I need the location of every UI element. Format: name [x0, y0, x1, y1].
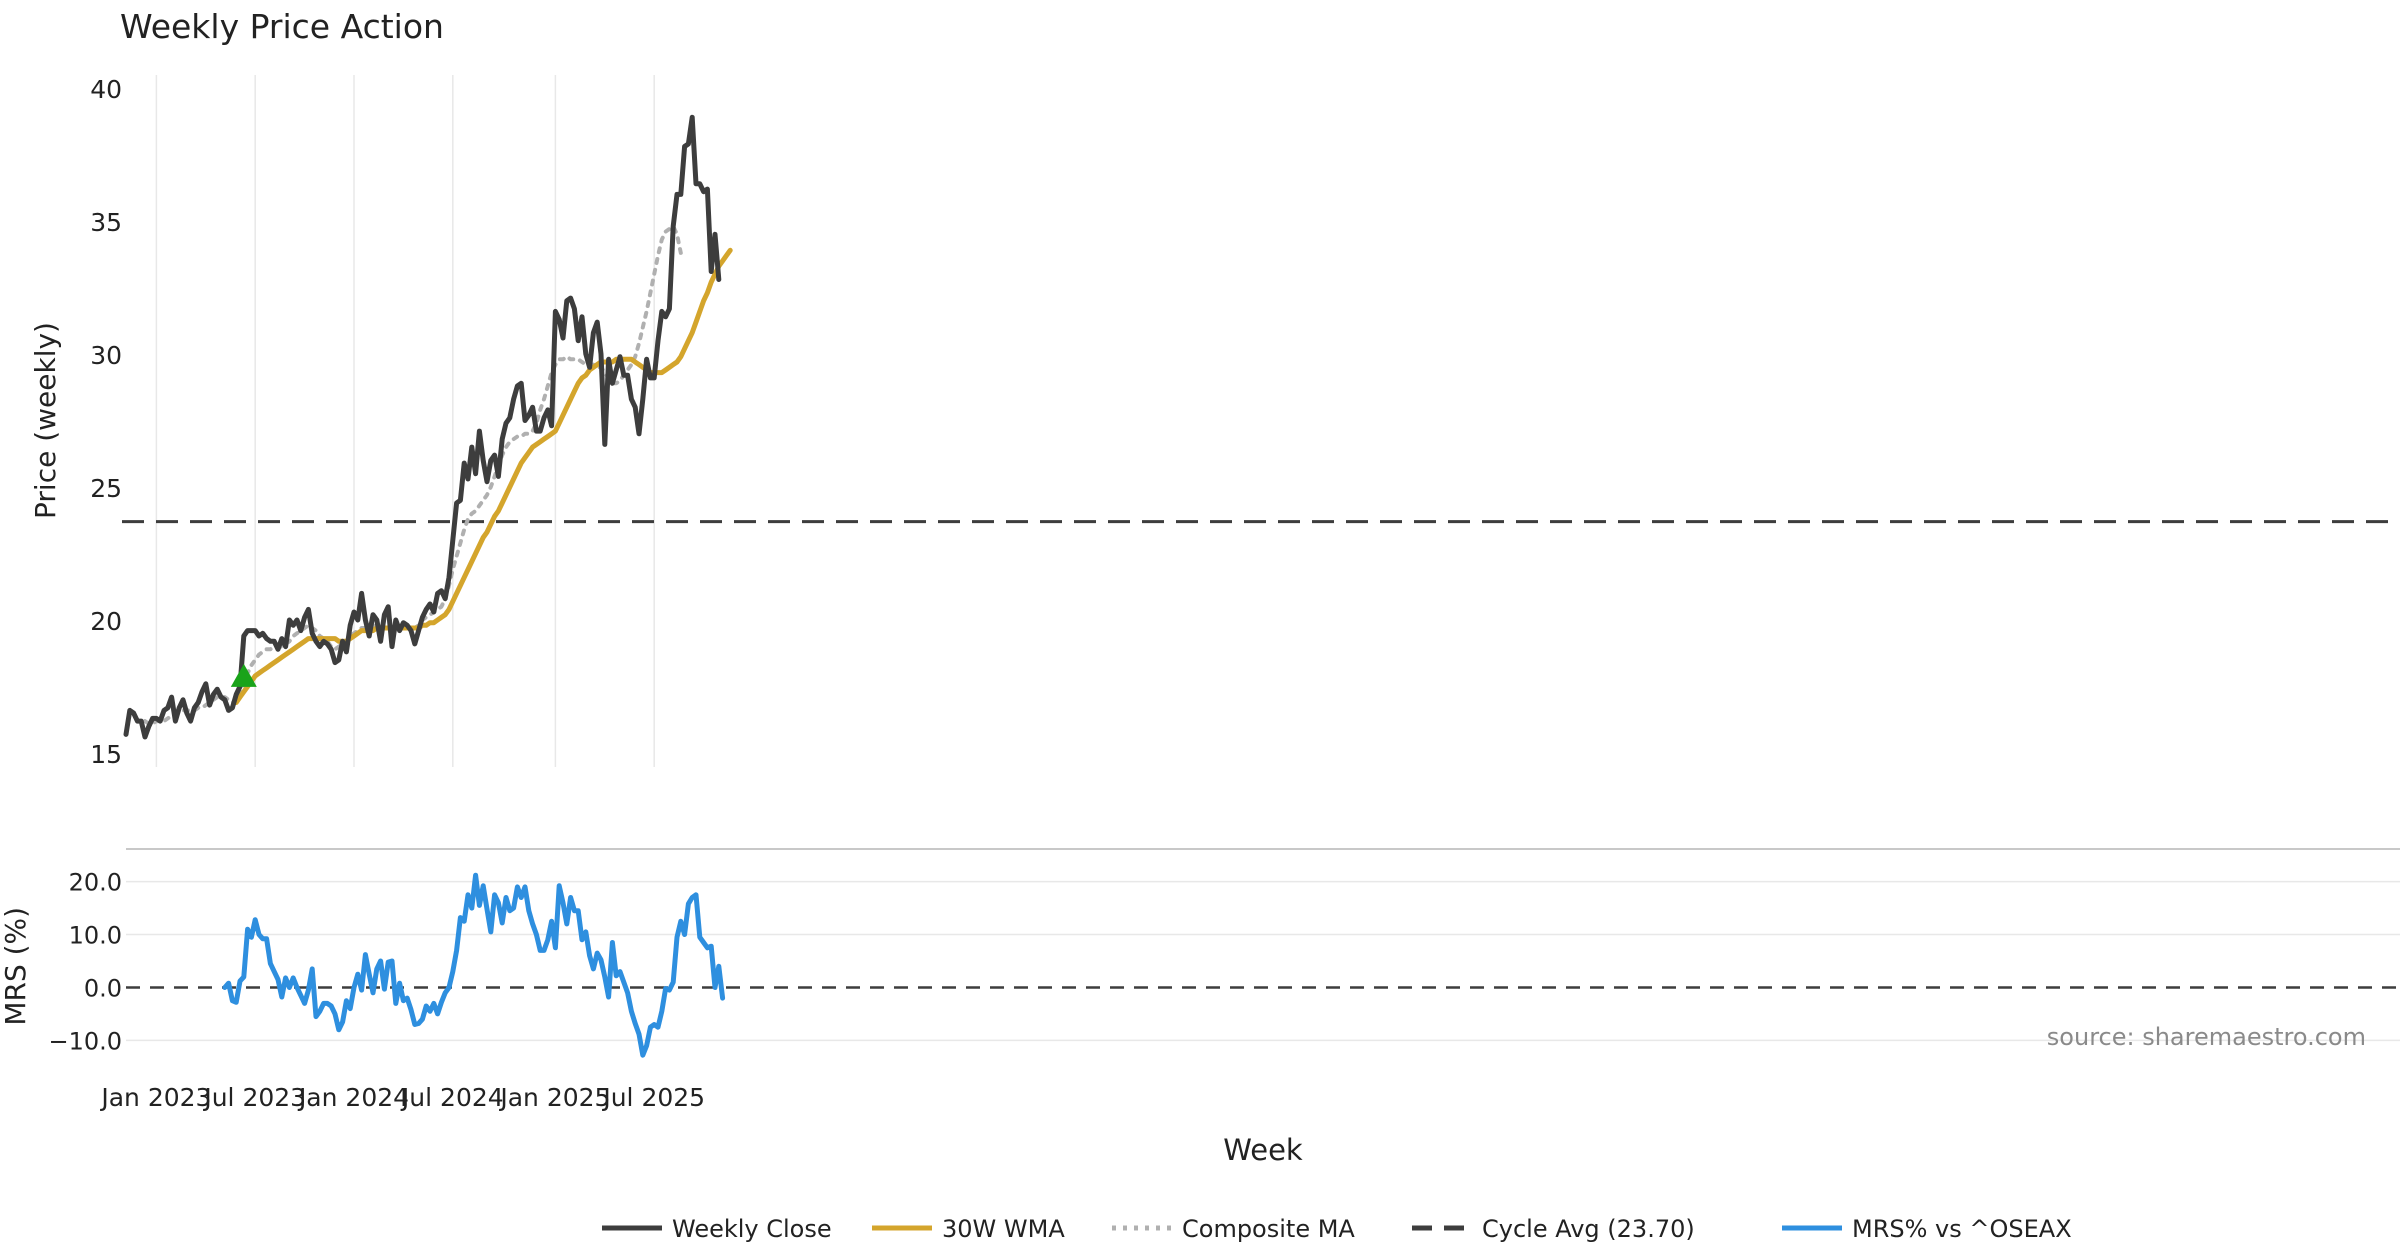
- price-series: [123, 114, 733, 740]
- mrs-panel: 20.0 10.0 0.0 −10.0 MRS (%) source: sharema…: [0, 848, 2400, 1058]
- mrs-series: [222, 872, 726, 1058]
- source-watermark: source: sharemaestro.com: [2047, 1023, 2366, 1051]
- series-weekly-close: [123, 114, 722, 740]
- buy-signal-marker[interactable]: [230, 663, 257, 687]
- price-panel: 15 20 25 30 35 40 Weekly Price Action Price (…: [29, 7, 2400, 769]
- mrs-ytick-label: 10.0: [69, 922, 122, 950]
- legend-entry[interactable]: 30W WMA: [872, 1215, 1065, 1243]
- price-ytick-label: 25: [90, 474, 122, 503]
- chart-title: Weekly Price Action: [120, 7, 444, 46]
- legend-entry[interactable]: Composite MA: [1112, 1215, 1355, 1243]
- price-ytick-label: 35: [90, 208, 122, 237]
- price-ytick-label: 40: [90, 75, 122, 104]
- legend-label: Composite MA: [1182, 1215, 1355, 1243]
- mrs-ytick-label: −10.0: [48, 1027, 122, 1055]
- price-gridlines: [155, 75, 655, 767]
- price-ytick-label: 15: [90, 740, 122, 769]
- legend-entry[interactable]: MRS% vs ^OSEAX: [1782, 1215, 2072, 1243]
- price-y-axis-label: Price (weekly): [29, 322, 62, 519]
- series-composite-ma: [143, 224, 683, 726]
- price-y-ticks: 15 20 25 30 35 40: [90, 75, 122, 769]
- xtick-label: Jan 2024: [297, 1083, 409, 1112]
- mrs-y-axis-label: MRS (%): [0, 907, 32, 1026]
- legend-label: Cycle Avg (23.70): [1482, 1215, 1695, 1243]
- x-axis-label: Week: [1223, 1133, 1303, 1167]
- xtick-label: Jan 2023: [99, 1083, 211, 1112]
- mrs-ytick-label: 20.0: [69, 869, 122, 897]
- legend-label: 30W WMA: [942, 1215, 1065, 1243]
- xtick-label: Jan 2025: [498, 1083, 610, 1112]
- legend-label: Weekly Close: [672, 1215, 832, 1243]
- legend-label: MRS% vs ^OSEAX: [1852, 1215, 2072, 1243]
- mrs-gridlines: [126, 880, 2400, 1042]
- xtick-label: Jul 2025: [601, 1083, 705, 1112]
- mrs-y-ticks: 20.0 10.0 0.0 −10.0: [48, 869, 122, 1056]
- legend-entry[interactable]: Cycle Avg (23.70): [1412, 1215, 1695, 1243]
- series-mrs-vs-oseax: [222, 872, 726, 1058]
- xtick-label: Jul 2023: [202, 1083, 306, 1112]
- price-ytick-label: 30: [90, 341, 122, 370]
- price-ytick-label: 20: [90, 607, 122, 636]
- mrs-ytick-label: 0.0: [84, 974, 122, 1002]
- legend-entry[interactable]: Weekly Close: [602, 1215, 832, 1243]
- legend: Weekly Close 30W WMA Composite MA Cycle Avg…: [602, 1215, 2072, 1243]
- xtick-label: Jul 2024: [400, 1083, 504, 1112]
